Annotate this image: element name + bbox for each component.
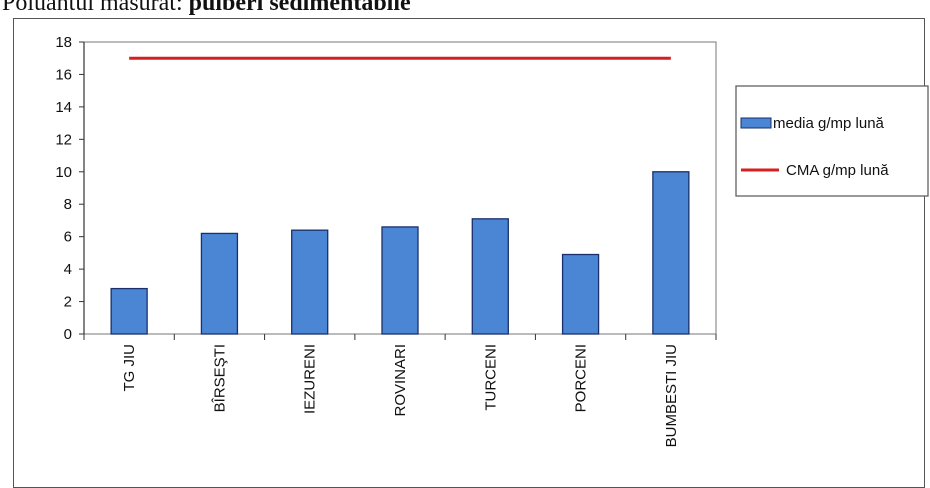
bar-chart: 0 2 4 6 8 10 12 14 16 18 TG JIU BÎRSEŞTI IEZURENI RO… xyxy=(55,34,929,447)
x-category-label: ROVINARI xyxy=(392,344,409,417)
legend-label-cma: CMA g/mp lună xyxy=(786,162,889,179)
x-category-label: PORCENI xyxy=(573,344,590,412)
y-tick-label: 12 xyxy=(55,131,72,148)
legend-box xyxy=(735,85,929,197)
y-tick-label: 2 xyxy=(64,294,72,311)
legend-swatch-media xyxy=(740,117,772,129)
bars xyxy=(110,171,690,335)
x-category-label: TURCENI xyxy=(482,344,499,411)
legend-label-media: media g/mp lună xyxy=(773,115,885,132)
bar-tg-jiu xyxy=(110,287,148,335)
bar-rovinari xyxy=(381,226,419,335)
x-category-label: BÎRSEŞTI xyxy=(211,344,228,412)
bar-bumbesti-jiu xyxy=(652,171,690,335)
y-tick-label: 0 xyxy=(64,326,72,343)
x-category-label: BUMBESTI JIU xyxy=(663,344,680,447)
caption-prefix: Poluantul măsurat: xyxy=(2,0,183,16)
y-tick-label: 16 xyxy=(55,66,72,83)
y-tick-label: 4 xyxy=(64,261,72,278)
y-tick-label: 10 xyxy=(55,164,72,181)
y-tick-label: 8 xyxy=(64,196,72,213)
bar-b-rse-ti xyxy=(200,232,239,335)
caption-emphasis: pulberi sedimentabile xyxy=(188,0,411,16)
bar-porceni xyxy=(561,253,600,335)
y-axis-ticks: 0 2 4 6 8 10 12 14 16 18 xyxy=(55,34,85,343)
y-tick-label: 6 xyxy=(64,229,72,246)
bar-iezureni xyxy=(291,229,329,335)
legend: media g/mp lună CMA g/mp lună xyxy=(735,85,929,197)
bar-turceni xyxy=(471,218,509,335)
x-category-label: IEZURENI xyxy=(302,344,319,414)
x-axis-labels: TG JIU BÎRSEŞTI IEZURENI ROVINARI TURCENI POR… xyxy=(83,334,717,447)
y-tick-label: 14 xyxy=(55,99,72,116)
y-tick-label: 18 xyxy=(55,34,72,51)
x-category-label: TG JIU xyxy=(121,344,138,392)
chart-caption: Poluantul măsurat: pulberi sedimentabile xyxy=(2,0,411,17)
